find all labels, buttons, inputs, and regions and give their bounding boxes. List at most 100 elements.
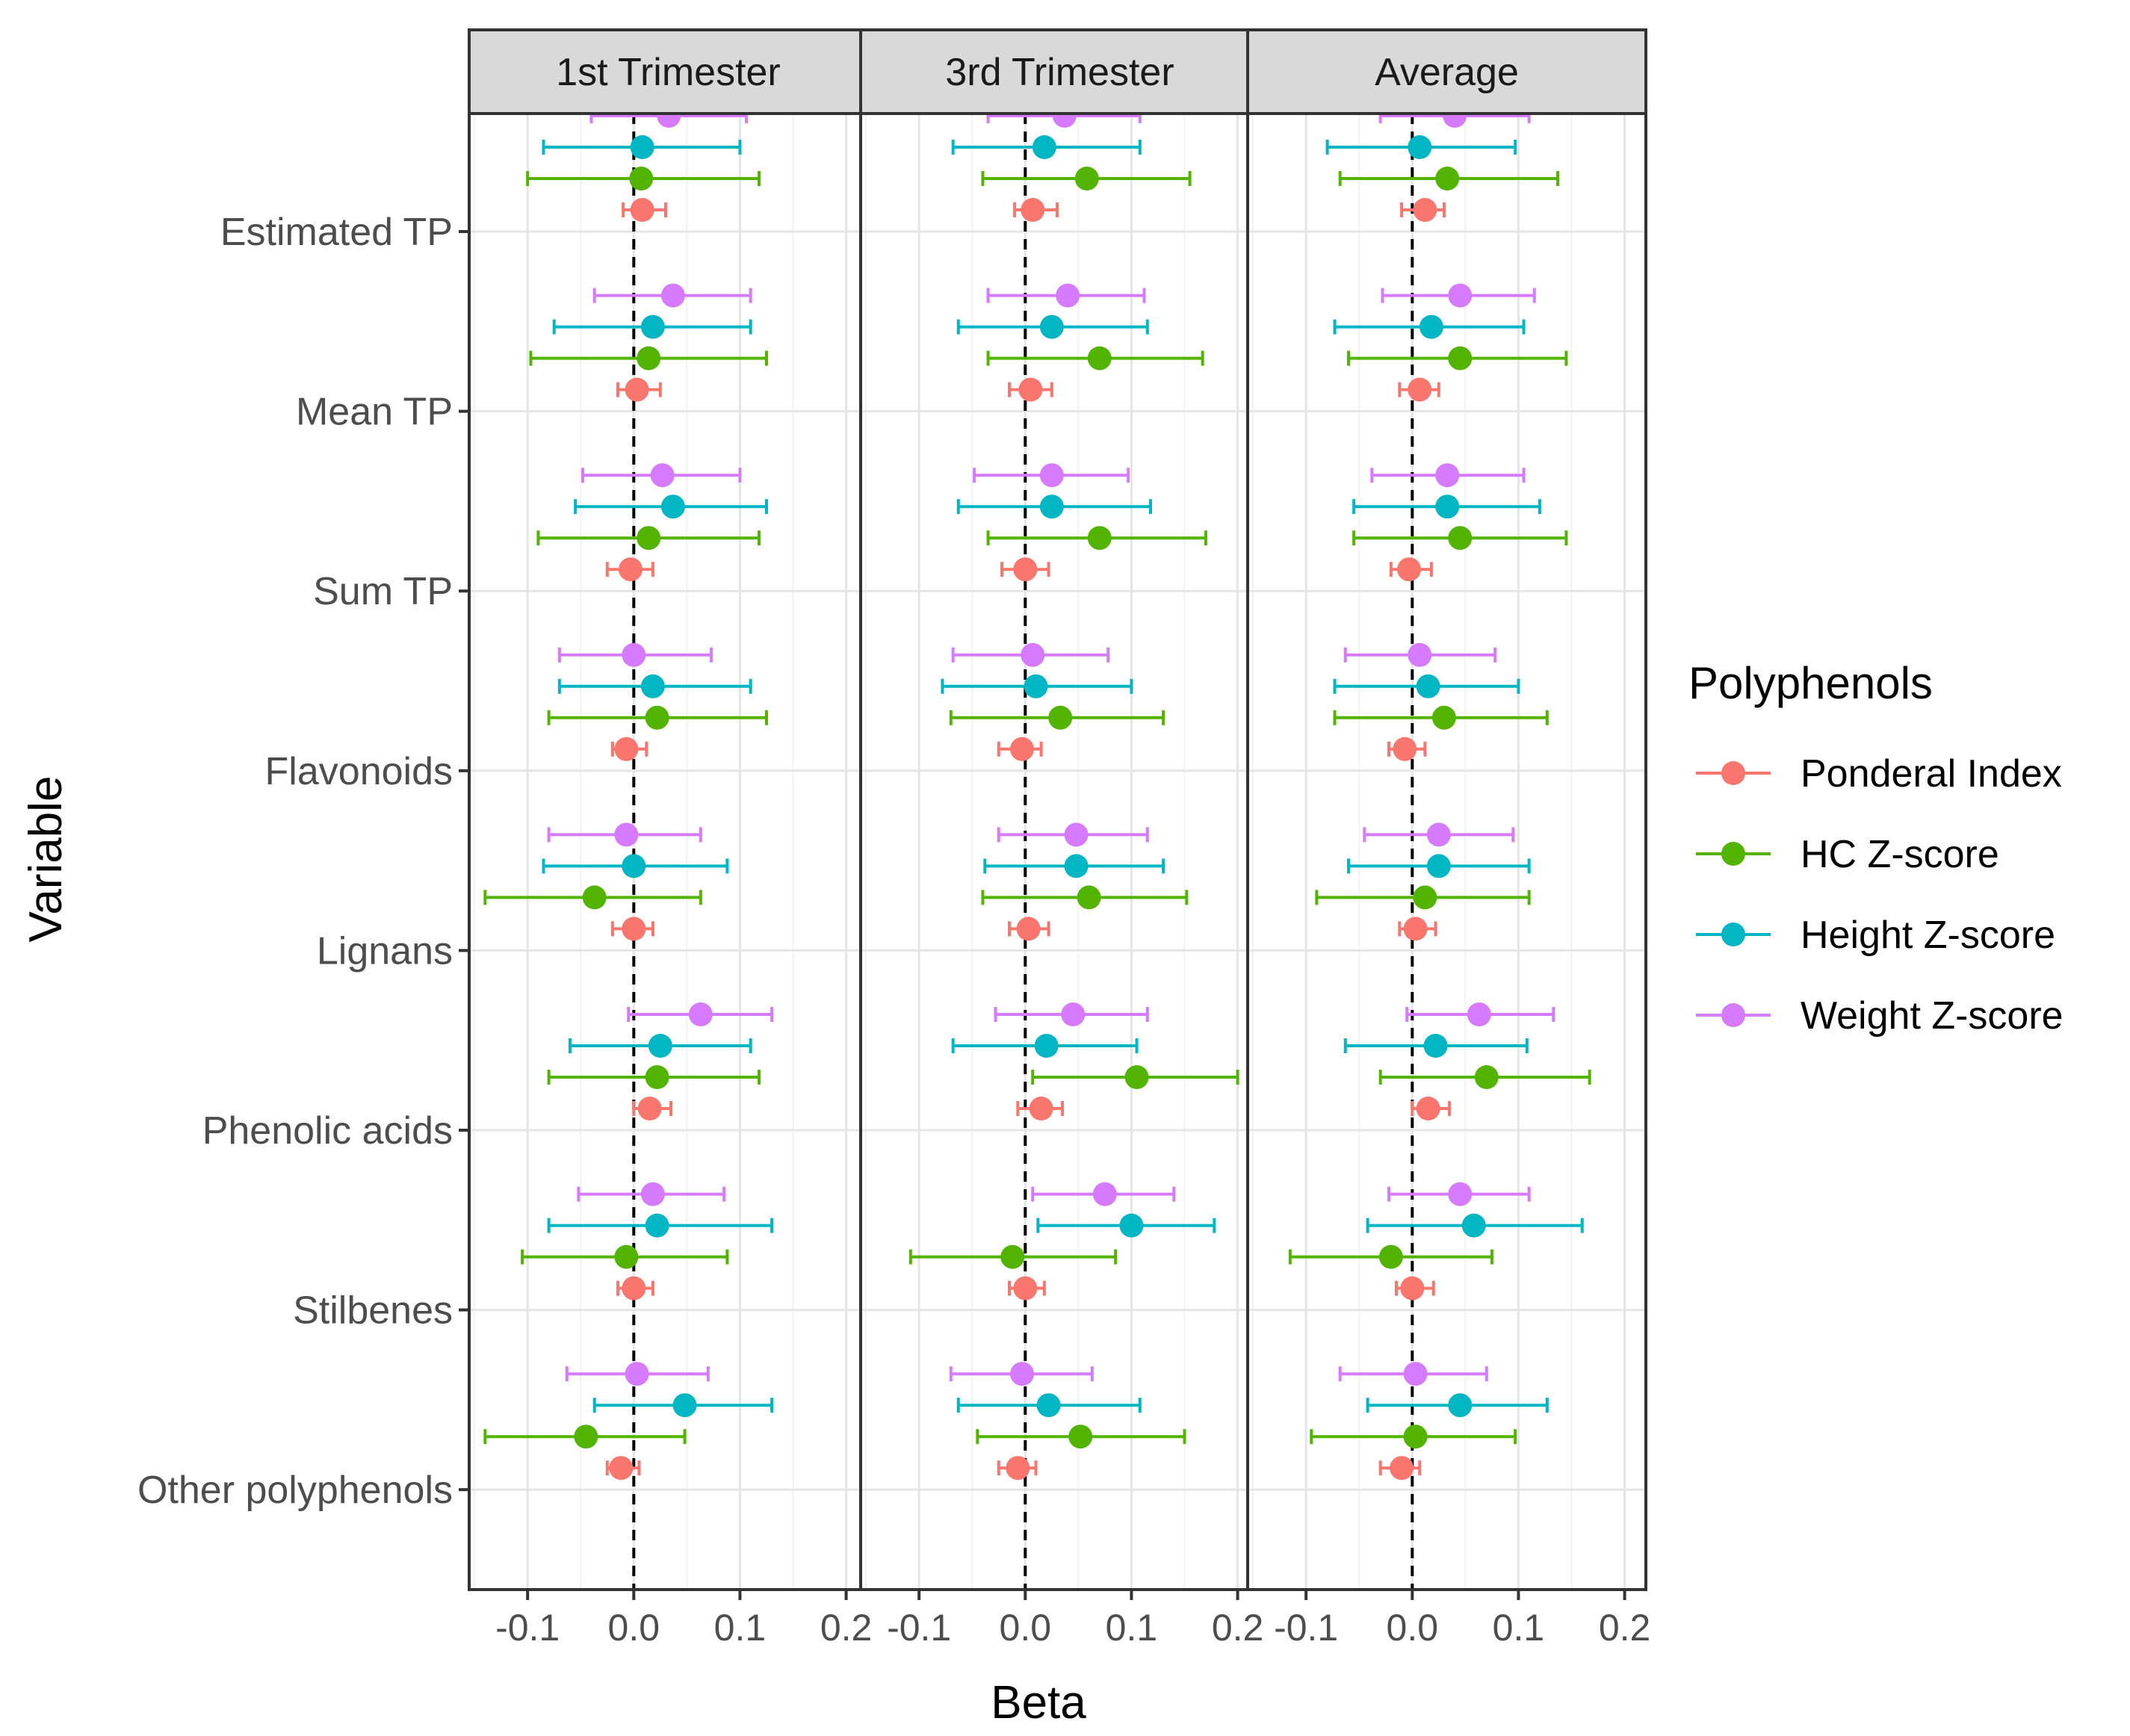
point-ponderal-index [1029, 1097, 1053, 1120]
strip-label: 3rd Trimester [945, 51, 1174, 94]
row-phenolic-acids [547, 1002, 774, 1120]
panel-background [1248, 114, 1646, 1590]
point-hc-z-score [629, 167, 654, 190]
x-tick-label: -0.1 [1274, 1607, 1338, 1649]
point-hc-z-score [614, 1244, 639, 1269]
point-height-z-score [1426, 854, 1451, 878]
y-tick-label: Lignans [317, 929, 453, 973]
point-ponderal-index [1408, 377, 1432, 402]
point-height-z-score [622, 854, 646, 878]
point-weight-z-score [1092, 1182, 1117, 1206]
x-tick-label: 0.1 [1493, 1607, 1545, 1649]
row-other-polyphenols [483, 1362, 774, 1481]
point-height-z-score [1435, 495, 1460, 519]
point-hc-z-score [637, 526, 661, 551]
strip-background [468, 28, 869, 115]
row-sum-tp [956, 463, 1207, 582]
strip-label: Average [1375, 51, 1519, 94]
point-weight-z-score [688, 1002, 713, 1026]
point-ponderal-index [637, 1097, 662, 1120]
row-phenolic-acids [951, 1002, 1239, 1120]
point-height-z-score [660, 495, 685, 519]
point-ponderal-index [622, 1276, 646, 1301]
row-stilbenes [1288, 1182, 1584, 1301]
point-weight-z-score [1467, 1002, 1491, 1026]
legend-label: Height Z-score [1801, 914, 2055, 957]
x-tick-label: 0.1 [1106, 1607, 1158, 1649]
point-weight-z-score [625, 1362, 649, 1386]
point-hc-z-score [1413, 885, 1437, 910]
point-hc-z-score [1068, 1425, 1093, 1449]
legend-label: Weight Z-score [1801, 994, 2064, 1038]
point-weight-z-score [1021, 642, 1045, 667]
legend-item-hc-z-score: HC Z-score [1696, 833, 1999, 876]
point-weight-z-score [622, 642, 646, 667]
point-ponderal-index [1393, 737, 1417, 761]
row-flavonoids [1333, 642, 1549, 761]
point-ponderal-index [614, 737, 639, 761]
point-height-z-score [672, 1393, 697, 1418]
point-ponderal-index [1413, 198, 1437, 222]
point-hc-z-score [637, 346, 661, 371]
point-height-z-score [1408, 135, 1432, 159]
point-height-z-score [1036, 1393, 1061, 1418]
y-tick-label: Sum TP [313, 570, 453, 613]
point-height-z-score [1024, 674, 1048, 698]
point-hc-z-score [1077, 885, 1101, 910]
point-height-z-score [630, 135, 654, 159]
panel-3rd-trimester: 3rd Trimester -0.1 0.0 0.1 0.2 [859, 28, 1263, 1649]
panel-background [469, 114, 867, 1590]
point-weight-z-score [660, 283, 685, 308]
y-tick-label: Stilbenes [293, 1289, 453, 1333]
point-ponderal-index [609, 1456, 634, 1481]
row-sum-tp [1352, 463, 1568, 582]
y-tick-label: Phenolic acids [202, 1109, 453, 1153]
y-tick-label: Flavonoids [265, 750, 453, 793]
point-height-z-score [645, 1213, 669, 1238]
point-hc-z-score [582, 885, 607, 910]
y-tick-label: Estimated TP [220, 211, 453, 254]
legend-label: Ponderal Index [1801, 752, 2062, 796]
x-tick-label: 0.1 [714, 1607, 767, 1649]
point-hc-z-score [645, 705, 669, 730]
legend-item-weight-z-score: Weight Z-score [1696, 994, 2064, 1038]
point-ponderal-index [622, 917, 646, 941]
x-tick-label: 0.0 [1387, 1607, 1439, 1649]
row-estimated-tp [951, 104, 1192, 222]
legend-item-height-z-score: Height Z-score [1696, 914, 2055, 957]
point-height-z-score [1448, 1393, 1473, 1418]
row-lignans [483, 822, 729, 941]
point-weight-z-score [1010, 1362, 1035, 1386]
panels-layer: 1st Trimester -0.1 0.0 0.1 0.2 3rd Trimester -… [468, 28, 1650, 1649]
point-weight-z-score [1408, 642, 1432, 667]
point-ponderal-index [1018, 377, 1043, 402]
row-mean-tp [1333, 283, 1568, 402]
point-weight-z-score [1064, 822, 1089, 847]
strip-background [1246, 28, 1647, 115]
point-ponderal-index [1397, 557, 1422, 582]
point-ponderal-index [1016, 917, 1041, 941]
row-sum-tp [536, 463, 768, 582]
point-height-z-score [1032, 135, 1056, 159]
point-height-z-score [640, 674, 665, 698]
point-hc-z-score [1448, 346, 1473, 371]
point-hc-z-score [1000, 1244, 1025, 1269]
row-other-polyphenols [1310, 1362, 1549, 1481]
point-weight-z-score [640, 1182, 665, 1206]
point-weight-z-score [1426, 822, 1451, 847]
row-mean-tp [529, 283, 768, 402]
point-ponderal-index [1416, 1097, 1440, 1120]
point-height-z-score [1423, 1034, 1448, 1058]
strip-background [859, 28, 1260, 115]
point-height-z-score [1461, 1213, 1486, 1238]
point-ponderal-index [1021, 198, 1045, 222]
point-hc-z-score [1048, 705, 1073, 730]
row-phenolic-acids [1343, 1002, 1591, 1120]
y-tick-label: Other polyphenols [137, 1469, 453, 1512]
point-hc-z-score [1403, 1425, 1428, 1449]
point-ponderal-index [619, 557, 643, 582]
point-ponderal-index [1403, 917, 1428, 941]
point-hc-z-score [1474, 1065, 1499, 1089]
point-hc-z-score [645, 1065, 669, 1089]
